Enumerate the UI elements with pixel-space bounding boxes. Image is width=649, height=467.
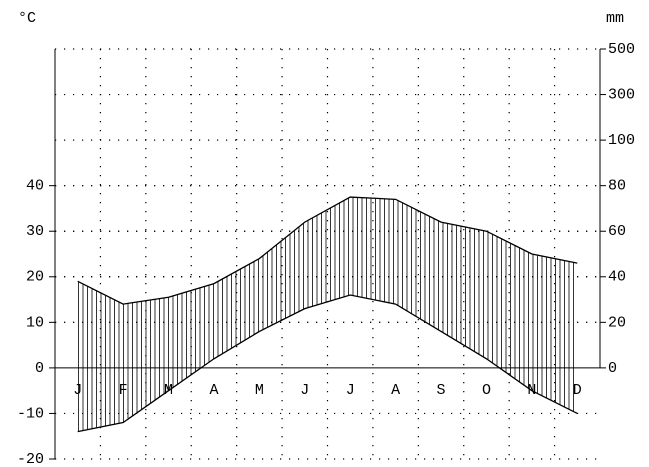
y-tick-label: 40 <box>26 178 44 195</box>
y-tick-label: 10 <box>26 314 44 331</box>
x-tick-label: A <box>391 382 400 399</box>
y2-tick-label: 100 <box>608 132 635 149</box>
x-tick-label: S <box>437 382 446 399</box>
y2-unit: mm <box>606 10 624 27</box>
x-tick-label: O <box>482 382 491 399</box>
x-tick-label: M <box>255 382 264 399</box>
y2-tick-label: 20 <box>608 314 626 331</box>
y-tick-label: -10 <box>17 405 44 422</box>
y2-tick-label: 300 <box>608 87 635 104</box>
x-tick-label: J <box>346 382 355 399</box>
y-tick-label: -20 <box>17 451 44 467</box>
humid-area <box>77 197 578 432</box>
y2-tick-label: 60 <box>608 223 626 240</box>
y-tick-label: 30 <box>26 223 44 240</box>
y-unit: °C <box>18 10 36 27</box>
y2-tick-label: 80 <box>608 178 626 195</box>
y2-tick-label: 40 <box>608 269 626 286</box>
y-tick-label: 0 <box>35 360 44 377</box>
x-tick-label: J <box>300 382 309 399</box>
y2-tick-label: 500 <box>608 41 635 58</box>
y2-tick-label: 0 <box>608 360 617 377</box>
x-tick-label: A <box>209 382 218 399</box>
y-tick-label: 20 <box>26 269 44 286</box>
data-line <box>77 196 578 305</box>
data-line <box>77 294 578 433</box>
